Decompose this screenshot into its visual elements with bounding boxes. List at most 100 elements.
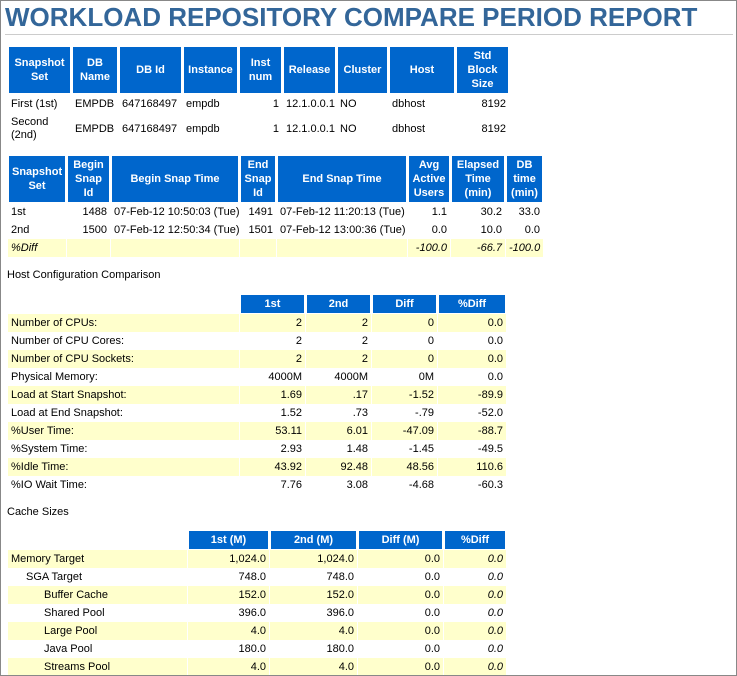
- table-cell: %Idle Time:: [8, 458, 239, 476]
- table-cell: Streams Pool: [8, 658, 187, 675]
- table-row: SGA Target 748.0 748.0 0.0 0.0: [8, 568, 506, 586]
- table-row: Number of CPUs: 2 2 0 0.0: [8, 314, 506, 332]
- table-cell: 2nd: [11, 223, 30, 236]
- table-cell: 0.0: [424, 570, 440, 583]
- header-cell: Begin Snap Time: [111, 155, 239, 203]
- table-cell: 0.0: [487, 370, 503, 383]
- table-cell: 0.0: [358, 658, 443, 675]
- table-cell: dbhost: [392, 122, 426, 135]
- table-cell: Shared Pool: [44, 606, 105, 619]
- table-cell: Java Pool: [44, 642, 93, 655]
- table-cell: 33.0: [518, 205, 540, 218]
- header-cell: 2nd (M): [270, 530, 357, 550]
- table-row: Second (2nd) EMPDB 647168497 empdb 1 12.1.0.0…: [8, 114, 509, 144]
- table-cell: EMPDB: [75, 122, 115, 135]
- header-cell: Inst num: [239, 46, 282, 94]
- header-cell: Cluster: [337, 46, 388, 94]
- table-cell: 1.48: [346, 442, 368, 455]
- report-title: WORKLOAD REPOSITORY COMPARE PERIOD REPOR…: [5, 2, 733, 35]
- table-cell: [277, 239, 407, 257]
- header-row: 1st (M) 2nd (M) Diff (M) %Diff: [8, 530, 506, 550]
- table-cell: .73: [352, 406, 368, 419]
- table-cell: 0.0: [424, 642, 440, 655]
- table-cell: 43.92: [240, 458, 305, 476]
- table-cell: 1491: [248, 205, 273, 218]
- section-title: Cache Sizes: [7, 506, 69, 518]
- table-cell: %System Time:: [11, 442, 88, 455]
- header-cell: Instance: [183, 46, 238, 94]
- table-cell: 1.52: [280, 406, 302, 419]
- table-cell: 12.1.0.0.1: [286, 122, 335, 135]
- table-cell: [111, 239, 239, 257]
- table-cell: 0.0: [358, 622, 443, 640]
- table-row: Physical Memory: 4000M 4000M 0M 0.0: [8, 368, 506, 386]
- table-cell: 0.0: [358, 586, 443, 604]
- table-cell: 2: [240, 314, 305, 332]
- table-cell: 4.0: [270, 622, 357, 640]
- table-cell: 0.0: [487, 334, 503, 347]
- table-cell: NO: [340, 122, 357, 135]
- table-cell: 92.48: [306, 458, 371, 476]
- table-cell: NO: [340, 97, 357, 110]
- table-cell: Large Pool: [8, 622, 187, 640]
- header-cell: Std Block Size: [456, 46, 509, 94]
- header-cell: Release: [283, 46, 336, 94]
- table-cell: 2: [361, 334, 368, 347]
- table-cell: 1501: [248, 223, 273, 236]
- table-row: %Idle Time: 43.92 92.48 48.56 110.6: [8, 458, 506, 476]
- snapshot-table: Snapshot Set Begin Snap Id Begin Snap Time…: [7, 155, 544, 257]
- table-cell: 07-Feb-12 13:00:36 (Tue): [280, 223, 406, 236]
- table-row: Number of CPU Sockets: 2 2 0 0.0: [8, 350, 506, 368]
- table-cell: 2: [295, 334, 302, 347]
- header-cell: End Snap Time: [277, 155, 407, 203]
- table-cell: 152.0: [270, 586, 357, 604]
- table-cell: 0.0: [444, 586, 506, 604]
- table-cell: -66.7: [451, 239, 505, 257]
- table-cell: 1.69: [240, 386, 305, 404]
- table-cell: Number of CPU Sockets:: [8, 350, 239, 368]
- header-cell: 1st: [240, 294, 305, 314]
- table-cell: 2.93: [280, 442, 302, 455]
- table-cell: 0.0: [358, 550, 443, 568]
- table-cell: EMPDB: [75, 97, 115, 110]
- table-cell: 4.0: [270, 658, 357, 675]
- table-cell: 07-Feb-12 10:50:03 (Tue): [114, 205, 240, 218]
- table-cell: 2: [240, 350, 305, 368]
- table-cell: 6.01: [306, 422, 371, 440]
- header-cell: Diff: [372, 294, 437, 314]
- table-cell: 1st: [11, 205, 26, 218]
- host-config-table: 1st 2nd Diff %Diff Number of CPUs: 2 2 0 0.0 Numb…: [7, 294, 507, 494]
- cache-sizes-table: 1st (M) 2nd (M) Diff (M) %Diff Memory Target…: [7, 530, 507, 675]
- table-row: Streams Pool 4.0 4.0 0.0 0.0: [8, 658, 506, 675]
- table-cell: -52.0: [477, 406, 503, 419]
- table-cell: %IO Wait Time:: [11, 478, 87, 491]
- header-cell: Begin Snap Id: [67, 155, 110, 203]
- table-row: Buffer Cache 152.0 152.0 0.0 0.0: [8, 586, 506, 604]
- section-title: Host Configuration Comparison: [7, 269, 161, 281]
- table-cell: 1488: [82, 205, 107, 218]
- table-cell: 0.0: [487, 606, 503, 619]
- table-cell: -89.9: [438, 386, 506, 404]
- table-cell: 0.0: [487, 642, 503, 655]
- table-cell: 0.0: [431, 223, 447, 236]
- table-cell: 0.0: [444, 622, 506, 640]
- table-cell: 0.0: [444, 550, 506, 568]
- table-cell: Load at Start Snapshot:: [8, 386, 239, 404]
- table-cell: Memory Target: [8, 550, 187, 568]
- table-row: First (1st) EMPDB 647168497 empdb 1 12.1.0.0.…: [8, 94, 509, 114]
- table-cell: 180.0: [238, 642, 266, 655]
- table-row: Load at End Snapshot: 1.52 .73 -.79 -52.0: [8, 404, 506, 422]
- table-cell: 07-Feb-12 11:20:13 (Tue): [280, 205, 405, 218]
- table-cell: 0.0: [438, 314, 506, 332]
- table-cell: 1500: [82, 223, 107, 236]
- table-cell: SGA Target: [26, 570, 83, 583]
- header-cell: %Diff: [438, 294, 506, 314]
- table-cell: -100.0: [408, 239, 450, 257]
- header-cell: DB time (min): [506, 155, 543, 203]
- table-cell: 0: [427, 334, 434, 347]
- header-cell: End Snap Id: [240, 155, 276, 203]
- table-row: Load at Start Snapshot: 1.69.17 -1.52 -89.9: [8, 386, 506, 404]
- table-cell: empdb: [186, 122, 220, 135]
- table-cell: First (1st): [11, 97, 58, 110]
